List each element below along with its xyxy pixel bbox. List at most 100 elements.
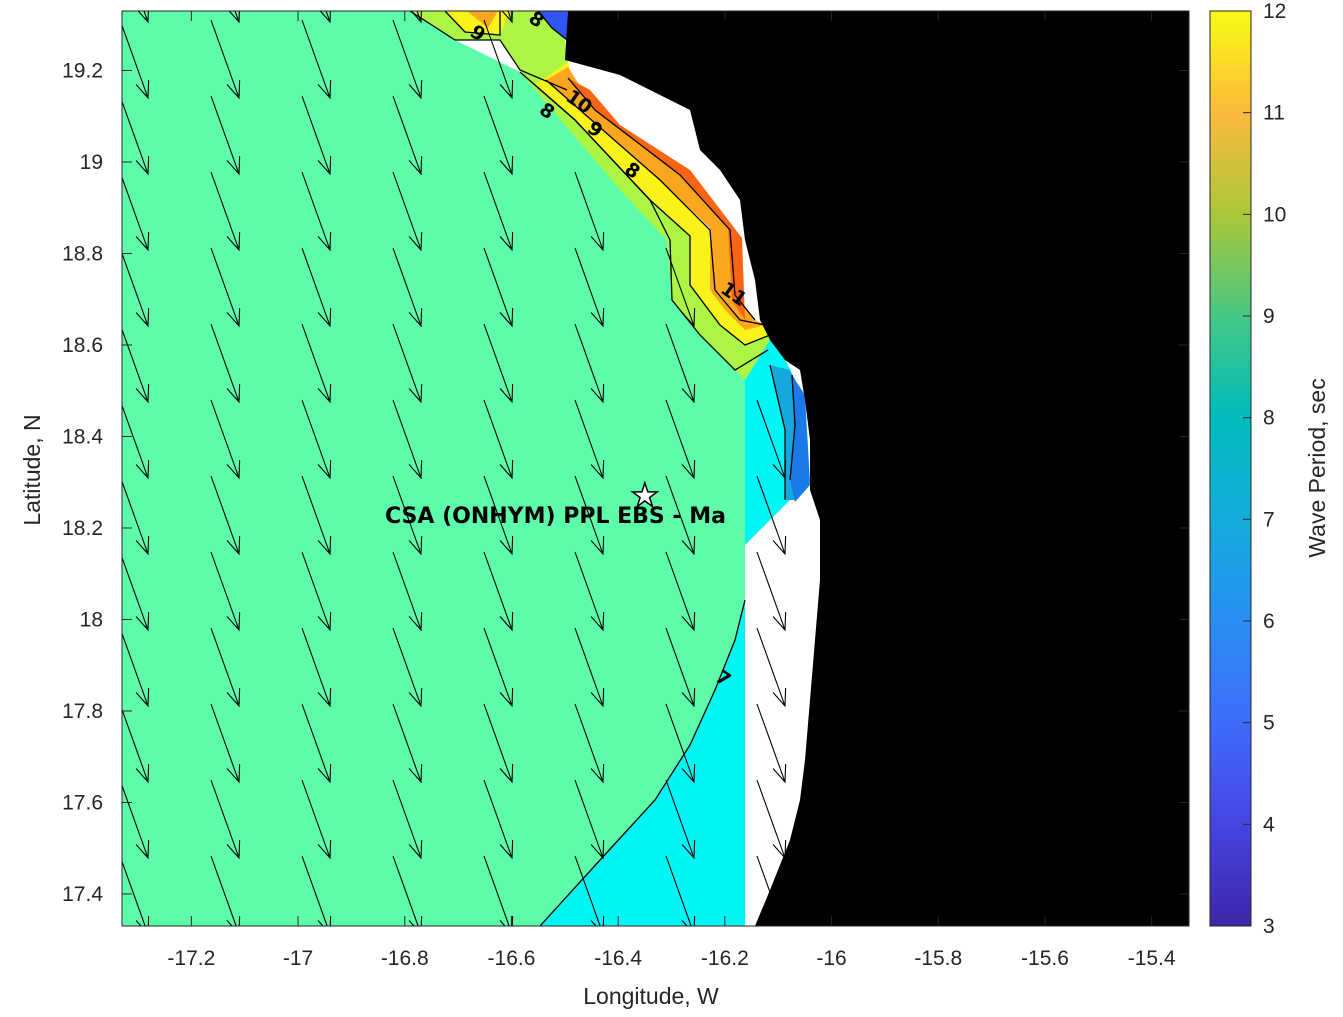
direction-arrow (392, 627, 423, 708)
x-tick-label: -15.8 (914, 947, 962, 970)
colorbar-tick-label: 11 (1263, 102, 1285, 125)
y-tick-label: 17.6 (62, 791, 103, 814)
colorbar-tick-label: 3 (1263, 915, 1275, 938)
direction-arrow (210, 95, 241, 176)
direction-arrow (483, 855, 514, 926)
direction-arrow (574, 551, 605, 632)
x-axis: -17.2 -17 -16.8 -16.6 -16.4 -16.2 -16 -15.8 -15.… (167, 11, 1176, 970)
direction-arrow (302, 932, 331, 1010)
direction-arrow (392, 475, 423, 556)
direction-arrow (665, 247, 696, 328)
direction-arrow (574, 779, 605, 860)
contour-lines (409, 11, 796, 926)
direction-arrow (301, 551, 332, 632)
x-tick-label: -17 (283, 947, 313, 970)
colorbar: 3 4 5 6 7 8 9 10 11 12 Wave Period, sec (1209, 0, 1330, 938)
direction-arrow (122, 327, 150, 404)
direction-arrow (392, 399, 423, 480)
direction-arrow (211, 932, 240, 1010)
y-tick-label: 19.2 (62, 59, 103, 82)
contour-line-10 (545, 79, 766, 326)
direction-arrow (392, 95, 423, 176)
direction-arrow (665, 779, 696, 860)
direction-arrow (484, 932, 513, 1010)
direction-arrow (122, 555, 150, 632)
direction-arrow (574, 247, 605, 328)
direction-arrow (483, 703, 514, 784)
direction-arrow (392, 171, 423, 252)
direction-arrow (392, 19, 423, 100)
y-tick-label: 18.2 (62, 517, 103, 540)
contour-region-5-coast (790, 375, 810, 502)
y-axis: 17.4 17.6 17.8 18 18.2 18.4 18.6 18.8 19 19.2 (62, 59, 1189, 906)
direction-arrow (122, 631, 150, 708)
direction-arrow (393, 932, 422, 1010)
y-tick-label: 18 (80, 608, 103, 631)
contour-region-11b (467, 11, 498, 28)
direction-arrow (301, 475, 332, 556)
contour-region-11 (546, 67, 765, 330)
direction-arrow (210, 627, 241, 708)
direction-arrow (319, 11, 331, 24)
direction-arrow (210, 19, 241, 100)
direction-arrow (665, 627, 696, 708)
direction-arrow (665, 703, 696, 784)
axes-frame (121, 10, 1190, 927)
direction-arrow (301, 399, 332, 480)
direction-arrow (665, 323, 696, 404)
colorbar-tick-label: 9 (1263, 305, 1275, 328)
x-axis-label: Longitude, W (583, 983, 719, 1009)
direction-arrow (301, 779, 332, 860)
contour-region-9b (520, 60, 773, 380)
direction-arrow (574, 475, 605, 556)
direction-arrow (122, 251, 150, 328)
direction-arrow (574, 627, 605, 708)
direction-arrow (756, 475, 787, 556)
direction-arrow (301, 323, 332, 404)
y-tick-label: 18.4 (62, 425, 103, 448)
direction-arrow (410, 11, 422, 24)
direction-arrow (392, 551, 423, 632)
direction-arrow (501, 11, 513, 24)
colorbar-ticks: 3 4 5 6 7 8 9 10 11 12 (1243, 0, 1286, 938)
x-tick-label: -16.6 (488, 947, 536, 970)
direction-arrow (301, 247, 332, 328)
direction-arrow (574, 855, 605, 926)
direction-arrow (574, 703, 605, 784)
direction-arrow (122, 403, 150, 480)
colorbar-tick-label: 8 (1263, 407, 1275, 430)
colorbar-tick-label: 6 (1263, 610, 1275, 633)
direction-arrow (122, 99, 150, 176)
land-mask (565, 11, 1189, 926)
x-tick-label: -16 (816, 947, 846, 970)
y-axis-label: Latitude, N (19, 414, 45, 525)
direction-arrow (210, 855, 241, 926)
colorbar-gradient (1209, 10, 1252, 927)
x-tick-label: -15.6 (1021, 947, 1069, 970)
direction-arrow (483, 779, 514, 860)
star-icon (630, 480, 660, 509)
direction-arrow (210, 779, 241, 860)
direction-arrow (301, 703, 332, 784)
contour-line-9-coast (534, 84, 771, 346)
colorbar-label: Wave Period, sec (1304, 378, 1330, 557)
direction-arrow (483, 475, 514, 556)
direction-arrow (392, 323, 423, 404)
direction-arrow (483, 551, 514, 632)
x-tick-label: -17.2 (167, 947, 215, 970)
direction-arrow (483, 627, 514, 708)
direction-arrow (756, 551, 787, 632)
direction-arrow (483, 399, 514, 480)
direction-arrow (210, 475, 241, 556)
wave-direction-arrows (122, 11, 787, 1010)
direction-arrow (392, 247, 423, 328)
contour-line-11 (567, 77, 756, 321)
direction-arrow (665, 399, 696, 480)
direction-arrow (756, 627, 787, 708)
direction-arrow (301, 855, 332, 926)
station-label: CSA (ONHYM) PPL EBS - Ma (385, 504, 726, 529)
direction-arrow (756, 703, 787, 784)
colorbar-tick-label: 7 (1263, 508, 1275, 531)
